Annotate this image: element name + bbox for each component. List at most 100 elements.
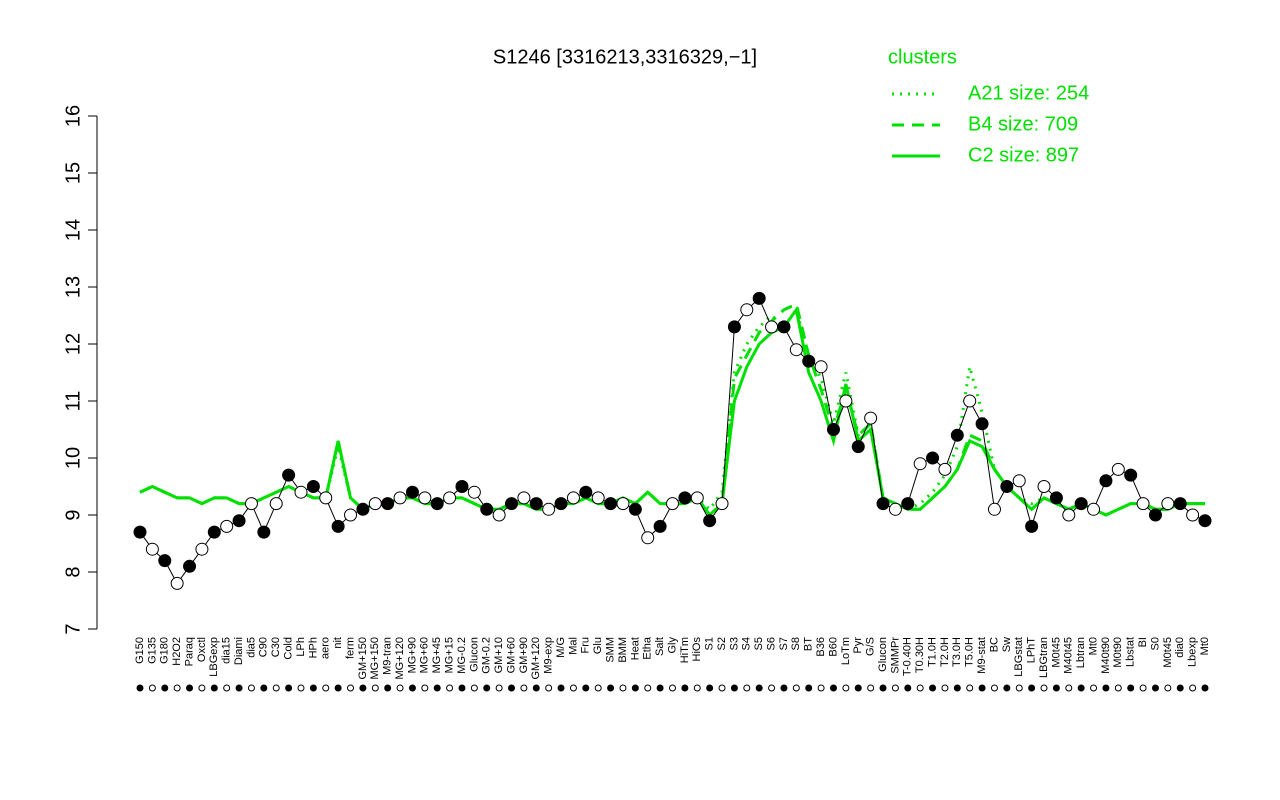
rug-mark bbox=[470, 684, 478, 692]
rug-mark bbox=[198, 684, 206, 692]
rug-mark bbox=[644, 684, 652, 692]
x-tick-label: M/G bbox=[555, 637, 567, 658]
x-tick-label: Sw bbox=[1001, 637, 1013, 652]
x-tick-label: T0.30H bbox=[914, 637, 926, 673]
rug-mark bbox=[1015, 684, 1023, 692]
rug-mark bbox=[656, 684, 664, 692]
x-tick-label: Oxctl bbox=[196, 637, 208, 662]
x-tick-label: T1.0H bbox=[926, 637, 938, 667]
rug-mark bbox=[1102, 684, 1110, 692]
x-tick-label: Lbexp bbox=[1187, 637, 1199, 667]
data-point bbox=[1074, 497, 1088, 511]
x-tick-label: Etha bbox=[642, 636, 654, 660]
data-point bbox=[913, 457, 927, 471]
data-point bbox=[851, 440, 865, 454]
rug-mark bbox=[421, 684, 429, 692]
x-tick-label: MG+120 bbox=[394, 637, 406, 680]
y-tick-label: 9 bbox=[62, 509, 84, 520]
rug-mark bbox=[904, 684, 912, 692]
data-point bbox=[1037, 480, 1051, 493]
rug-mark bbox=[359, 684, 367, 692]
x-tick-label: S2 bbox=[716, 637, 728, 650]
x-tick-label: GM+150 bbox=[357, 637, 369, 680]
x-tick-label: MG+45 bbox=[431, 637, 443, 673]
rug-mark bbox=[607, 684, 615, 692]
data-point bbox=[740, 303, 754, 317]
y-tick-label: 10 bbox=[62, 447, 84, 469]
data-point bbox=[839, 394, 853, 408]
data-point bbox=[1161, 497, 1175, 511]
rug-mark bbox=[1028, 684, 1036, 692]
data-point bbox=[975, 417, 989, 431]
rug-mark bbox=[371, 684, 379, 692]
data-point bbox=[666, 497, 679, 511]
x-tick-label: MG+60 bbox=[419, 637, 431, 673]
data-point bbox=[963, 394, 977, 408]
data-point bbox=[368, 497, 382, 511]
x-tick-label: M0t45 bbox=[1162, 637, 1174, 668]
rug-mark bbox=[557, 684, 565, 692]
rug-mark bbox=[768, 684, 776, 692]
data-point bbox=[926, 451, 940, 465]
data-point bbox=[1148, 508, 1162, 522]
rug-mark bbox=[1139, 684, 1147, 692]
rug-mark bbox=[1127, 684, 1135, 692]
data-point bbox=[232, 514, 246, 528]
rug-mark bbox=[309, 684, 317, 692]
rug-mark bbox=[285, 684, 293, 692]
data-point bbox=[566, 491, 580, 505]
x-tick-label: ferm bbox=[344, 637, 356, 659]
rug-mark bbox=[743, 684, 751, 692]
x-tick-label: G150 bbox=[134, 637, 146, 664]
data-point bbox=[294, 485, 308, 499]
data-point bbox=[901, 497, 915, 511]
x-tick-label: Heat bbox=[629, 637, 641, 660]
data-point bbox=[331, 519, 345, 533]
data-point bbox=[1087, 502, 1101, 516]
data-point bbox=[1025, 519, 1039, 533]
rug-mark bbox=[408, 684, 416, 692]
data-point bbox=[282, 468, 296, 482]
data-point bbox=[1000, 480, 1014, 493]
data-point bbox=[777, 320, 791, 334]
rug-mark bbox=[867, 684, 875, 692]
data-point bbox=[876, 497, 890, 511]
data-point bbox=[244, 497, 258, 511]
x-tick-label: Mal bbox=[567, 637, 579, 655]
rug-mark bbox=[458, 684, 466, 692]
rug-mark bbox=[706, 684, 714, 692]
x-tick-label: HiOs bbox=[691, 637, 703, 662]
data-point bbox=[492, 508, 506, 522]
data-point bbox=[1012, 474, 1026, 488]
data-point bbox=[1124, 468, 1138, 482]
x-tick-label: B36 bbox=[815, 637, 827, 657]
x-tick-label: GM-0.2 bbox=[481, 637, 493, 674]
rug-mark bbox=[693, 684, 701, 692]
rug-mark bbox=[210, 684, 218, 692]
rug-mark bbox=[297, 684, 305, 692]
legend-label: C2 size: 897 bbox=[968, 144, 1079, 166]
data-point bbox=[938, 462, 952, 476]
x-tick-label: H2O2 bbox=[171, 637, 183, 666]
x-tick-label: nit bbox=[332, 637, 344, 649]
rug-mark bbox=[1065, 684, 1073, 692]
data-point bbox=[715, 497, 729, 511]
rug-mark bbox=[396, 684, 404, 692]
rug-mark bbox=[1201, 684, 1209, 692]
data-point bbox=[505, 497, 519, 511]
data-point bbox=[616, 497, 630, 511]
x-tick-label: GM+10 bbox=[493, 637, 505, 673]
data-point bbox=[727, 320, 741, 334]
data-point bbox=[356, 502, 370, 516]
x-tick-label: M0t90 bbox=[1112, 637, 1124, 668]
data-point bbox=[319, 491, 333, 505]
data-point bbox=[1173, 497, 1187, 511]
data-point bbox=[591, 491, 605, 505]
data-point bbox=[170, 576, 184, 590]
rug-mark bbox=[1151, 684, 1159, 692]
x-tick-label: BT bbox=[803, 637, 815, 651]
data-point bbox=[752, 291, 766, 305]
rug-mark bbox=[322, 684, 330, 692]
data-point bbox=[950, 428, 964, 442]
x-tick-label: C90 bbox=[258, 637, 270, 657]
